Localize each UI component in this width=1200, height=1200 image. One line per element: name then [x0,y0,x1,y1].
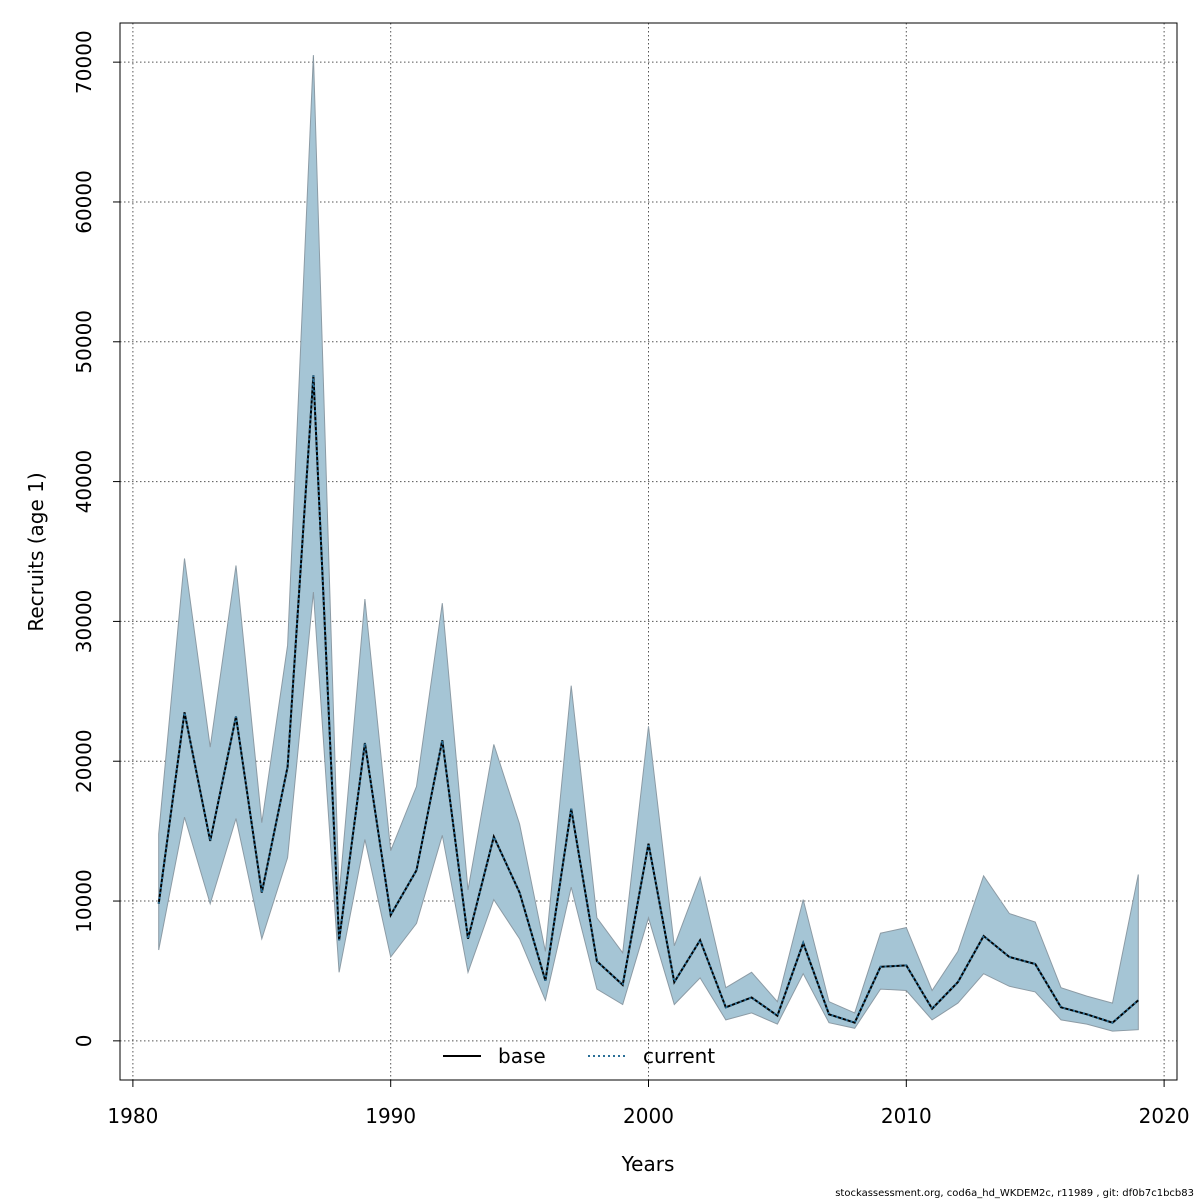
y-tick-label-60000: 60000 [72,170,96,234]
series-line-base [157,375,1139,1024]
y-tick-label-40000: 40000 [72,450,96,514]
footer-credit: stockassessment.org, cod6a_hd_WKDEM2c, r… [835,1188,1194,1199]
y-axis: 0 10000 20000 30000 40000 50000 60000 70000 [72,30,121,1047]
x-tick-label-2000: 2000 [623,1104,674,1128]
x-tick-label-2010: 2010 [881,1104,932,1128]
y-axis-title: Recruits (age 1) [24,472,48,631]
y-tick-label-0: 0 [72,1034,96,1047]
x-tick-label-1990: 1990 [365,1104,416,1128]
legend: base current [443,1044,715,1068]
legend-label-base: base [498,1044,546,1068]
legend-label-current: current [643,1044,715,1068]
x-axis-title: Years [621,1152,675,1176]
x-axis: 1980 1990 2000 2010 2020 [107,1079,1190,1128]
y-tick-label-20000: 20000 [72,729,96,793]
x-tick-label-1980: 1980 [107,1104,158,1128]
y-tick-label-70000: 70000 [72,30,96,94]
grid [120,23,1177,1080]
x-tick-label-2020: 2020 [1139,1104,1190,1128]
y-tick-label-10000: 10000 [72,869,96,933]
confidence-band [158,55,1139,1032]
y-tick-label-50000: 50000 [72,310,96,374]
y-tick-label-30000: 30000 [72,590,96,654]
